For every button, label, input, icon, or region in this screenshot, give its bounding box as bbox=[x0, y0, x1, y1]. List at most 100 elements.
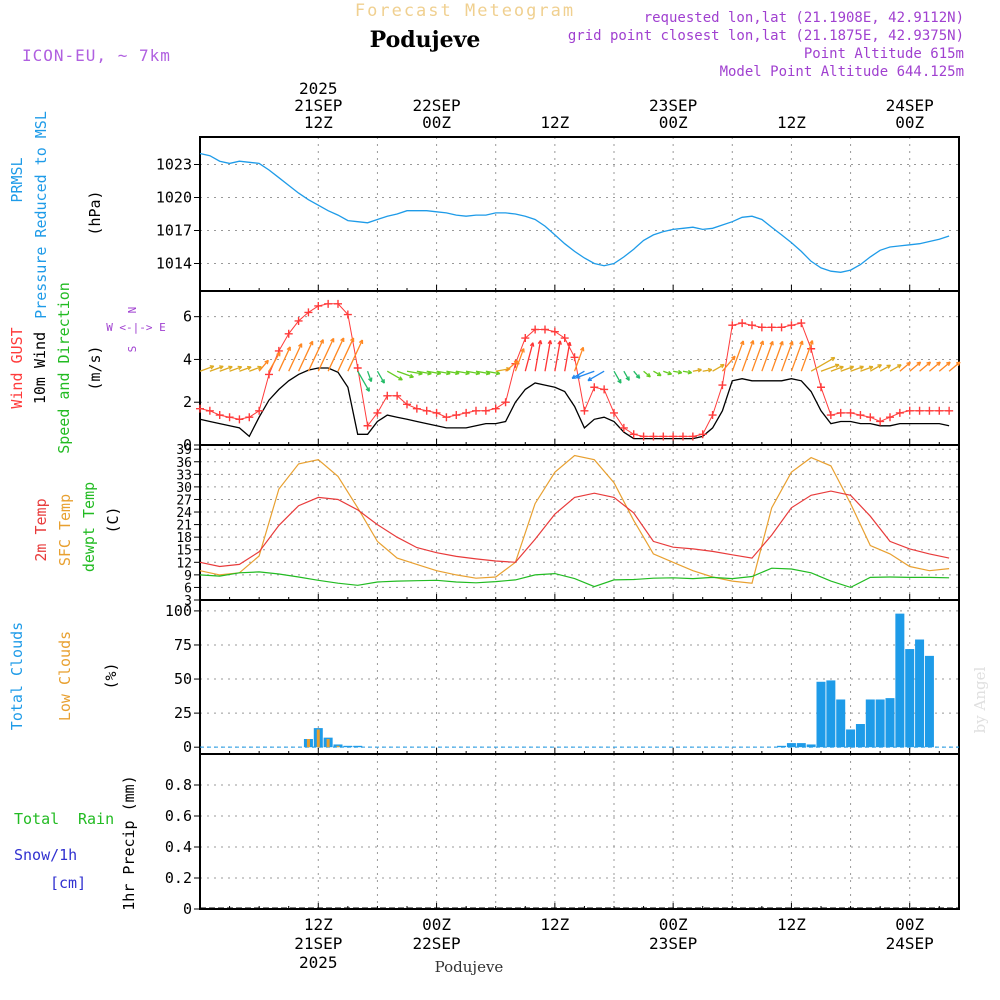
cloud-total-bar bbox=[826, 680, 836, 748]
low-cloud-label: Low Clouds bbox=[56, 631, 74, 721]
wind-arrow bbox=[485, 370, 500, 375]
gust-marker bbox=[866, 413, 875, 422]
y-tick-label: 0.4 bbox=[165, 838, 192, 856]
wind-arrow-head bbox=[625, 376, 630, 381]
requested-coords: requested lon,lat (21.1908E, 42.9112N) bbox=[644, 10, 964, 26]
panel-frame-pressure bbox=[199, 136, 960, 292]
gust-marker bbox=[826, 411, 835, 420]
cloud-total-bar bbox=[865, 699, 875, 748]
wind-arrow bbox=[741, 340, 754, 372]
cloud-total-bar bbox=[816, 681, 826, 748]
y-tick-label: 4 bbox=[183, 350, 192, 368]
gust-marker bbox=[886, 413, 894, 422]
wind-arrow-head bbox=[657, 371, 662, 377]
time-label-top: 12Z bbox=[540, 113, 569, 132]
wind-arrow bbox=[366, 370, 372, 382]
wind-arrow bbox=[879, 364, 891, 372]
cloud-total-bar bbox=[343, 745, 353, 748]
gust-marker bbox=[748, 321, 756, 330]
y-tick-label: 25 bbox=[174, 704, 192, 722]
wind-arrow bbox=[869, 364, 882, 372]
wind-arrow bbox=[889, 364, 902, 372]
wind-arrow-head bbox=[579, 346, 585, 352]
wind-arrow bbox=[564, 342, 571, 372]
wind-arrow-head bbox=[687, 369, 693, 375]
wind-arrow-head bbox=[368, 377, 373, 383]
wind-arrow-head bbox=[849, 365, 855, 370]
gust-marker bbox=[196, 404, 204, 413]
wind-arrow bbox=[573, 347, 584, 372]
wind-arrow-head bbox=[513, 360, 519, 365]
y-tick-label: 1023 bbox=[156, 156, 192, 174]
cloud-total-bar bbox=[905, 649, 915, 748]
time-label-top: 21SEP bbox=[294, 96, 342, 115]
time-label-top: 23SEP bbox=[649, 96, 697, 115]
wind-arrow bbox=[534, 340, 542, 372]
gust-marker bbox=[817, 383, 825, 392]
wind-arrow-head bbox=[520, 348, 525, 353]
gust-marker bbox=[403, 400, 411, 409]
wind-arrow bbox=[860, 366, 874, 372]
wind-arrow-head bbox=[667, 370, 673, 376]
y-tick-label: 18 bbox=[176, 531, 192, 546]
gust-marker bbox=[393, 391, 402, 400]
wind-arrow bbox=[357, 370, 370, 392]
wind-arrow-head bbox=[926, 361, 932, 366]
dew-label: dewpt Temp bbox=[80, 482, 98, 572]
wind-arrow-head bbox=[264, 359, 269, 365]
wind-arrow-head bbox=[769, 340, 774, 346]
wind-arrow-head bbox=[955, 361, 961, 366]
wind-arrow bbox=[623, 370, 630, 381]
wind-arrow bbox=[721, 355, 736, 372]
gust-marker bbox=[314, 301, 323, 310]
chart-subtitle: Forecast Meteogram bbox=[355, 1, 575, 21]
wind-arrow bbox=[446, 370, 460, 375]
wind-arrow bbox=[554, 340, 561, 372]
wind-arrow bbox=[702, 368, 712, 372]
gust-marker bbox=[688, 432, 697, 441]
gust-marker bbox=[905, 406, 914, 415]
cloud-total-bar bbox=[796, 743, 806, 748]
wind-arrow-head bbox=[897, 364, 902, 369]
y-tick-label: 6 bbox=[183, 308, 192, 326]
prmsl-label: PRMSL bbox=[8, 157, 26, 202]
wind-arrow bbox=[396, 370, 414, 378]
total-cloud-label: Total Clouds bbox=[8, 622, 26, 730]
cloud-total-bar bbox=[924, 655, 934, 748]
gust-marker bbox=[600, 385, 609, 394]
wind-arrow-head bbox=[936, 361, 941, 366]
y-tick-label: 6 bbox=[184, 581, 192, 596]
gust-marker bbox=[580, 406, 589, 415]
wind-arrow bbox=[850, 365, 864, 372]
wind-arrow-head bbox=[839, 365, 844, 370]
wind-arrow-head bbox=[398, 376, 403, 381]
wind-arrow bbox=[514, 348, 525, 372]
wind-arrow bbox=[317, 338, 335, 372]
y-tick-label: 33 bbox=[176, 468, 192, 483]
y-tick-label: 2 bbox=[183, 393, 192, 411]
wind-arrow bbox=[278, 346, 291, 372]
gridpoint-coords: grid point closest lon,lat (21.1875E, 42… bbox=[568, 28, 964, 44]
gust-marker bbox=[797, 319, 806, 328]
gust-marker bbox=[432, 408, 441, 417]
watermark: by Angel bbox=[971, 666, 989, 733]
sfc-label: SFC Temp bbox=[56, 494, 74, 566]
wind-arrow bbox=[633, 370, 641, 379]
wind-arrow bbox=[426, 370, 441, 375]
gust-marker bbox=[915, 406, 924, 415]
gust-marker bbox=[531, 325, 540, 334]
wind-arrow bbox=[613, 370, 622, 384]
wind-arrow bbox=[505, 360, 519, 372]
wind-label: 10m Wind bbox=[31, 332, 49, 404]
wind-arrow-head bbox=[587, 376, 592, 382]
wind-arrow-head bbox=[779, 340, 784, 346]
wind-arrow bbox=[416, 370, 432, 375]
wind-arrow-head bbox=[834, 363, 840, 368]
wind-arrow-head bbox=[749, 340, 755, 345]
wind-arrow-head bbox=[830, 356, 836, 362]
wind-arrow bbox=[899, 361, 911, 372]
gust-marker bbox=[284, 329, 293, 338]
cloud-total-bar bbox=[806, 744, 816, 748]
wind-arrow bbox=[544, 340, 552, 372]
wind-arrow bbox=[840, 365, 854, 372]
